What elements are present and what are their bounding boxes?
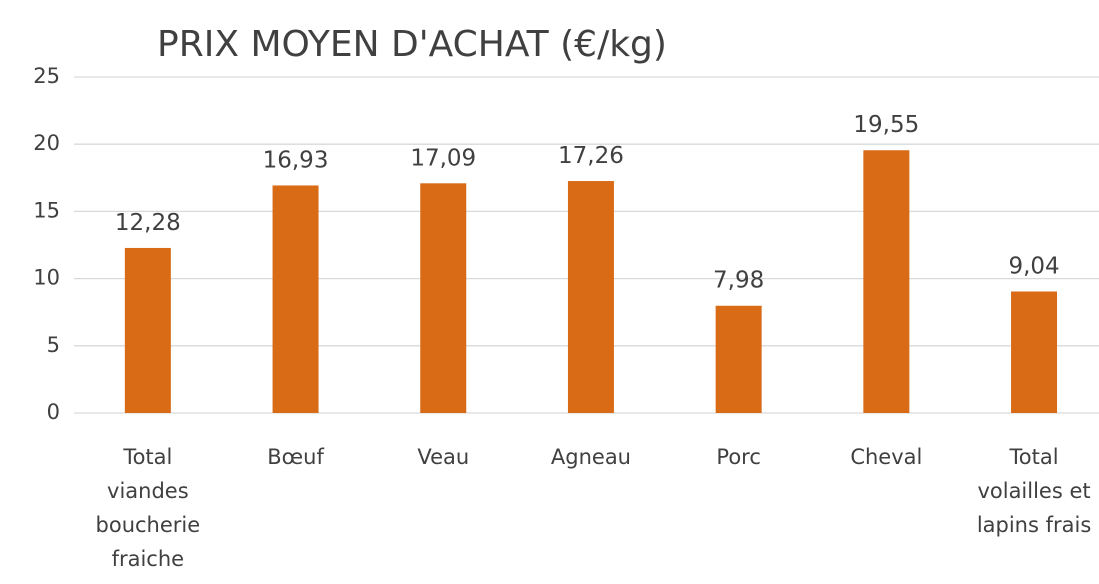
x-tick-label: Agneau	[551, 445, 631, 469]
x-tick-label: Total viandes boucherie fraiche	[96, 445, 201, 571]
y-tick-label: 0	[47, 400, 60, 424]
data-label: 16,93	[263, 147, 329, 173]
data-label: 12,28	[115, 210, 181, 236]
bar	[715, 305, 762, 413]
x-tick-label: Veau	[417, 445, 469, 469]
data-label: 7,98	[713, 268, 764, 294]
x-tick-label: Cheval	[850, 445, 922, 469]
y-tick-label: 15	[33, 198, 60, 222]
data-label: 17,09	[410, 145, 476, 171]
bar	[1011, 291, 1058, 413]
bar	[567, 181, 614, 413]
data-label: 17,26	[558, 143, 624, 169]
bar	[124, 247, 171, 413]
y-tick-label: 10	[33, 266, 60, 290]
y-tick-label: 25	[33, 64, 60, 88]
bar	[863, 150, 910, 414]
data-label: 9,04	[1008, 254, 1059, 280]
data-label: 19,55	[853, 112, 919, 138]
y-tick-label: 20	[33, 131, 60, 155]
y-tick-label: 5	[47, 333, 60, 357]
x-tick-label: Bœuf	[267, 445, 324, 469]
x-tick-label: Porc	[716, 445, 760, 469]
chart-title: PRIX MOYEN D'ACHAT (€/kg)	[157, 24, 667, 65]
x-tick-label: Total volailles et lapins frais	[977, 445, 1091, 537]
bar	[272, 185, 319, 413]
bar	[420, 183, 467, 413]
